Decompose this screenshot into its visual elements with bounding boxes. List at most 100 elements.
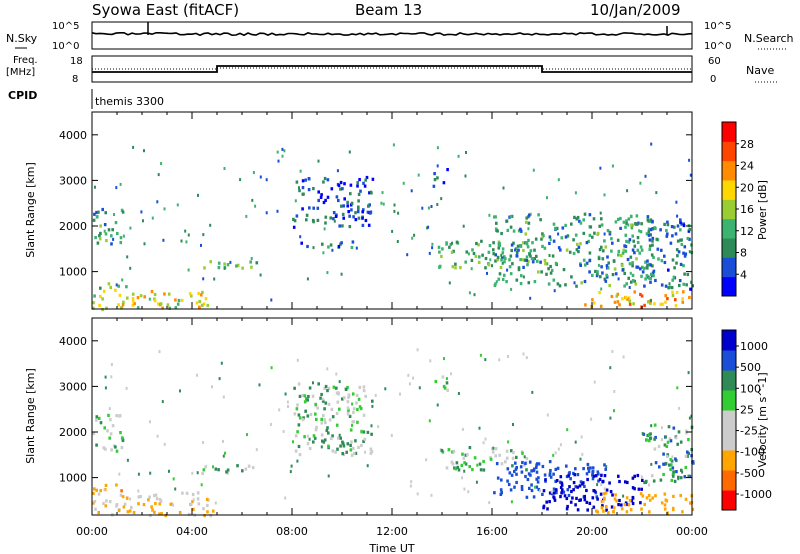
data-cell: [368, 191, 371, 195]
data-cell: [323, 418, 326, 422]
data-cell: [327, 474, 330, 478]
data-cell: [217, 261, 221, 265]
data-cell: [317, 190, 320, 194]
data-cell: [103, 426, 106, 430]
data-cell: [503, 273, 506, 277]
data-cell: [147, 498, 150, 502]
data-cell: [510, 287, 513, 291]
data-cell: [639, 292, 642, 297]
data-cell: [659, 478, 663, 482]
data-cell: [591, 496, 595, 500]
data-cell: [331, 449, 335, 453]
data-cell: [479, 353, 482, 357]
data-cell: [670, 286, 674, 290]
data-cell: [217, 468, 220, 472]
data-cell: [633, 474, 636, 478]
data-cell: [681, 300, 685, 304]
data-cell: [636, 236, 640, 240]
data-cell: [499, 488, 503, 492]
data-cell: [688, 295, 691, 300]
data-cell: [501, 247, 505, 251]
data-cell: [651, 227, 655, 231]
data-cell: [299, 235, 302, 239]
data-cell: [305, 397, 308, 401]
data-cell: [660, 438, 663, 442]
data-cell: [645, 274, 649, 278]
data-cell: [331, 415, 335, 419]
data-cell: [362, 430, 366, 434]
nave-tick-bottom: 0: [710, 74, 716, 85]
data-cell: [358, 385, 362, 389]
data-cell: [179, 389, 181, 393]
data-cell: [457, 392, 460, 395]
data-cell: [493, 491, 496, 495]
data-cell: [609, 366, 612, 370]
data-cell: [624, 249, 628, 253]
data-cell: [631, 234, 634, 238]
data-cell: [643, 502, 646, 507]
colorbar-swatch: [722, 430, 736, 451]
data-cell: [621, 297, 624, 301]
data-cell: [519, 244, 523, 248]
data-cell: [636, 248, 640, 252]
data-cell: [597, 479, 600, 483]
data-cell: [643, 303, 646, 307]
data-cell: [512, 423, 514, 426]
nave-tick-top: 60: [708, 56, 721, 67]
data-cell: [356, 420, 359, 424]
colorbar-swatch: [722, 257, 736, 278]
data-cell: [537, 476, 540, 480]
data-cell: [314, 402, 317, 406]
data-cell: [509, 272, 513, 276]
data-cell: [495, 462, 499, 466]
data-cell: [109, 285, 112, 289]
colorbar-tick-label: 8: [740, 247, 747, 260]
data-cell: [351, 420, 354, 424]
data-cell: [606, 229, 610, 233]
data-cell: [202, 441, 205, 444]
data-cell: [352, 410, 355, 415]
data-cell: [590, 417, 593, 421]
data-cell: [497, 277, 501, 281]
data-cell: [362, 208, 365, 212]
data-cell: [603, 193, 606, 197]
data-cell: [675, 200, 678, 204]
data-cell: [568, 250, 572, 254]
data-cell: [254, 204, 257, 208]
data-cell: [535, 470, 539, 474]
data-cell: [640, 274, 643, 278]
data-cell: [137, 489, 140, 493]
data-cell: [92, 432, 96, 436]
data-cell: [176, 302, 180, 306]
colorbar-swatch: [722, 199, 736, 220]
data-cell: [470, 258, 474, 262]
colorbar-tick-label: 4: [740, 268, 747, 281]
data-cell: [153, 299, 157, 303]
data-cell: [536, 480, 540, 484]
colorbar-swatch: [722, 370, 736, 391]
data-cell: [121, 436, 124, 440]
data-cell: [92, 306, 95, 310]
data-cell: [690, 243, 693, 247]
data-cell: [191, 500, 194, 504]
data-cell: [356, 210, 360, 214]
data-cell: [664, 435, 667, 439]
data-cell: [292, 225, 296, 229]
data-cell: [549, 271, 553, 275]
data-cell: [619, 226, 622, 230]
data-cell: [501, 251, 505, 255]
data-cell: [678, 283, 681, 288]
data-cell: [648, 276, 651, 280]
data-cell: [451, 450, 454, 454]
data-cell: [441, 375, 445, 379]
data-cell: [669, 241, 673, 245]
data-cell: [120, 446, 124, 450]
data-cell: [428, 419, 431, 423]
data-cell: [673, 266, 676, 270]
data-cell: [488, 244, 492, 248]
data-cell: [315, 417, 318, 421]
data-cell: [357, 207, 360, 211]
data-cell: [631, 501, 635, 506]
data-cell: [101, 207, 104, 212]
